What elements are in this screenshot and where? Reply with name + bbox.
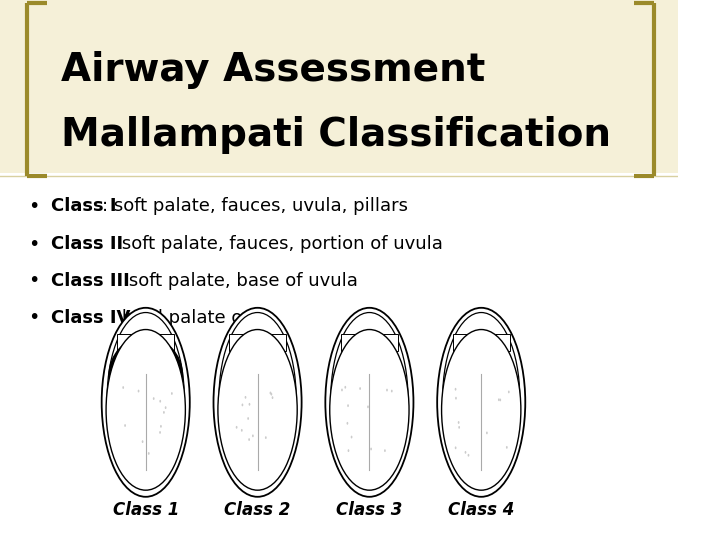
- Ellipse shape: [458, 421, 459, 424]
- FancyBboxPatch shape: [235, 364, 279, 374]
- Ellipse shape: [441, 329, 521, 490]
- Ellipse shape: [454, 388, 456, 390]
- Text: •: •: [28, 197, 40, 216]
- Ellipse shape: [506, 446, 508, 449]
- Text: Class 4: Class 4: [448, 501, 514, 519]
- Ellipse shape: [498, 399, 500, 401]
- FancyBboxPatch shape: [341, 334, 398, 351]
- Ellipse shape: [348, 449, 349, 452]
- Ellipse shape: [142, 440, 143, 443]
- FancyBboxPatch shape: [229, 334, 286, 351]
- Ellipse shape: [218, 329, 297, 490]
- Text: Class 1: Class 1: [112, 501, 179, 519]
- Ellipse shape: [160, 425, 162, 428]
- Text: •: •: [28, 308, 40, 327]
- Text: Class II: Class II: [51, 235, 123, 253]
- Ellipse shape: [108, 336, 183, 416]
- FancyBboxPatch shape: [0, 0, 678, 173]
- Text: : soft palate, fauces, uvula, pillars: : soft palate, fauces, uvula, pillars: [102, 197, 408, 215]
- Ellipse shape: [265, 436, 266, 439]
- Ellipse shape: [437, 308, 526, 497]
- Ellipse shape: [347, 404, 349, 407]
- Ellipse shape: [165, 406, 166, 409]
- Ellipse shape: [386, 389, 388, 392]
- Ellipse shape: [464, 364, 499, 380]
- Text: : soft palate, fauces, portion of uvula: : soft palate, fauces, portion of uvula: [110, 235, 444, 253]
- Ellipse shape: [102, 308, 190, 497]
- Ellipse shape: [508, 390, 510, 393]
- Ellipse shape: [248, 438, 250, 441]
- Text: Airway Assessment: Airway Assessment: [61, 51, 485, 89]
- Ellipse shape: [346, 422, 348, 425]
- Text: Class 3: Class 3: [336, 501, 402, 519]
- Ellipse shape: [384, 449, 386, 452]
- Text: : hard palate only: : hard palate only: [110, 308, 270, 327]
- Ellipse shape: [225, 345, 291, 411]
- Ellipse shape: [143, 367, 148, 396]
- Ellipse shape: [163, 411, 165, 414]
- Ellipse shape: [252, 434, 253, 437]
- Ellipse shape: [467, 454, 469, 457]
- Ellipse shape: [344, 386, 346, 389]
- Ellipse shape: [367, 406, 369, 408]
- Ellipse shape: [331, 313, 408, 483]
- Text: Class I: Class I: [51, 197, 117, 215]
- Text: Class IV: Class IV: [51, 308, 130, 327]
- Ellipse shape: [443, 313, 520, 483]
- FancyBboxPatch shape: [124, 364, 168, 374]
- Ellipse shape: [271, 396, 274, 399]
- Ellipse shape: [486, 431, 487, 434]
- Ellipse shape: [241, 403, 243, 406]
- Ellipse shape: [106, 329, 185, 490]
- Ellipse shape: [271, 393, 272, 396]
- Text: : soft palate, base of uvula: : soft palate, base of uvula: [117, 272, 358, 290]
- Ellipse shape: [458, 426, 460, 429]
- Ellipse shape: [391, 390, 392, 393]
- Ellipse shape: [107, 313, 184, 483]
- FancyBboxPatch shape: [459, 364, 503, 374]
- Ellipse shape: [219, 313, 296, 483]
- FancyBboxPatch shape: [347, 364, 392, 374]
- Ellipse shape: [359, 387, 361, 390]
- Ellipse shape: [325, 308, 413, 497]
- Ellipse shape: [159, 431, 161, 434]
- Ellipse shape: [247, 417, 249, 420]
- Ellipse shape: [351, 436, 353, 438]
- Ellipse shape: [153, 397, 155, 400]
- Ellipse shape: [245, 396, 246, 399]
- Ellipse shape: [248, 403, 251, 406]
- Ellipse shape: [214, 308, 302, 497]
- Ellipse shape: [455, 447, 456, 449]
- Text: •: •: [28, 234, 40, 254]
- Ellipse shape: [345, 357, 394, 391]
- Ellipse shape: [124, 424, 126, 427]
- Ellipse shape: [341, 389, 343, 392]
- Ellipse shape: [500, 399, 501, 401]
- Ellipse shape: [464, 451, 467, 454]
- Ellipse shape: [171, 392, 173, 395]
- Ellipse shape: [455, 397, 457, 400]
- FancyBboxPatch shape: [453, 334, 510, 351]
- Ellipse shape: [269, 392, 271, 394]
- Text: Mallampati Classification: Mallampati Classification: [61, 116, 611, 154]
- Ellipse shape: [330, 329, 409, 490]
- Ellipse shape: [370, 448, 372, 450]
- Text: Class 2: Class 2: [225, 501, 291, 519]
- Ellipse shape: [122, 386, 124, 389]
- Text: Class III: Class III: [51, 272, 130, 290]
- Ellipse shape: [148, 452, 150, 455]
- Ellipse shape: [235, 426, 238, 429]
- Ellipse shape: [241, 429, 243, 432]
- Ellipse shape: [366, 379, 372, 388]
- Ellipse shape: [159, 400, 161, 403]
- Ellipse shape: [256, 387, 260, 399]
- Ellipse shape: [138, 390, 140, 393]
- FancyBboxPatch shape: [117, 334, 174, 351]
- Text: •: •: [28, 271, 40, 291]
